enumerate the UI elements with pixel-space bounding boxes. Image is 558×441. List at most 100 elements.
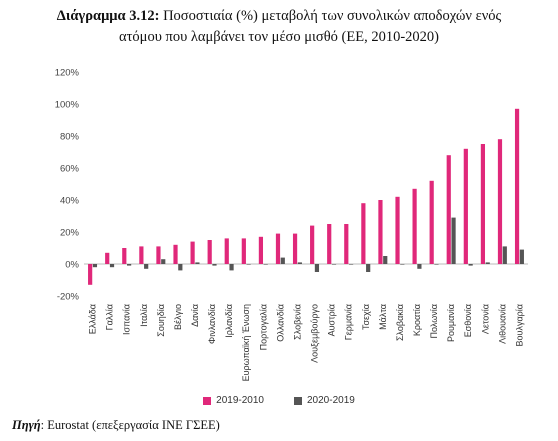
bar-2020-2019	[109, 264, 115, 268]
bar-chart: -20% 0% 20% 40% 60% 80% 100% 120% Ελλάδα Γαλλία Ισ…	[55, 68, 528, 381]
bar-2020-2019	[126, 264, 132, 266]
bar-2020-2019	[144, 264, 149, 269]
legend-label-series-1: 2019-2010	[216, 395, 264, 406]
x-category-label: Βέλγιο	[173, 304, 183, 330]
y-tick-label: 100%	[55, 100, 80, 111]
bar-2019-2010	[361, 203, 366, 264]
bar-2019-2010	[292, 233, 298, 264]
bar-2020-2019	[502, 246, 507, 264]
bar-2019-2010	[429, 180, 434, 264]
bar-2020-2019	[383, 256, 388, 264]
x-category-label: Λιθουανία	[497, 304, 507, 344]
bar-2019-2010	[122, 248, 127, 264]
y-tick-label: 20%	[60, 228, 80, 239]
bar-2020-2019	[417, 264, 422, 269]
title-line-2: ατόμου που λαμβάνει τον μέσο μισθό (ΕΕ, …	[119, 29, 439, 45]
bar-2019-2010	[156, 246, 161, 264]
x-category-label: Λουξεμβούργο	[310, 304, 320, 363]
bar-2020-2019	[366, 264, 371, 272]
legend-item-series-2: 2020-2019	[294, 395, 355, 406]
bar-2019-2010	[327, 224, 332, 264]
bar-2019-2010	[514, 108, 520, 264]
bar-2020-2019	[451, 217, 456, 264]
bar-2020-2019	[263, 264, 268, 265]
chart-title: Διάγραμμα 3.12: Ποσοστιαία (%) μεταβολή …	[0, 6, 558, 48]
bar-2020-2019	[92, 264, 98, 268]
x-category-label: Μάλτα	[378, 304, 388, 330]
bar-2019-2010	[463, 148, 468, 264]
bar-2020-2019	[195, 262, 200, 264]
x-category-label: Σλοβενία	[292, 304, 302, 340]
title-line-1: Ποσοστιαία (%) μεταβολή των συνολικών απ…	[163, 8, 502, 24]
bar-2020-2019	[331, 264, 337, 265]
x-category-label: Γερμανία	[344, 304, 354, 340]
bar-2020-2019	[434, 264, 439, 265]
bar-2020-2019	[280, 257, 285, 264]
bar-2020-2019	[485, 262, 490, 264]
y-tick-label: 0%	[65, 260, 79, 271]
bar-2019-2010	[412, 188, 417, 264]
bar-2020-2019	[246, 264, 251, 265]
bar-2020-2019	[468, 264, 473, 266]
source-note: Πηγή: Eurostat (επεξεργασία ΙΝΕ ΓΣΕΕ)	[12, 418, 220, 433]
bar-2020-2019	[314, 264, 320, 272]
x-category-label: Ελλάδα	[88, 304, 98, 334]
x-category-label: Ισπανία	[122, 304, 132, 335]
x-category-label: Δανία	[190, 304, 200, 327]
x-category-label: Ιρλανδία	[224, 304, 234, 338]
bar-2019-2010	[395, 196, 400, 264]
legend-swatch-series-2	[294, 396, 302, 405]
x-category-label: Ρουμανία	[446, 304, 456, 342]
bar-2019-2010	[190, 241, 195, 264]
x-category-label: Αυστρία	[327, 304, 337, 336]
x-category-label: Σλοβακία	[395, 304, 405, 341]
bar-2019-2010	[378, 200, 383, 264]
bar-2019-2010	[207, 240, 212, 264]
bar-2019-2010	[497, 139, 503, 264]
bar-2019-2010	[480, 144, 486, 264]
source-label: Πηγή	[12, 418, 41, 432]
bar-2019-2010	[446, 155, 451, 264]
x-category-label: Ιταλία	[139, 304, 149, 327]
source-text: : Eurostat (επεξεργασία ΙΝΕ ΓΣΕΕ)	[40, 418, 220, 432]
x-category-label: Ευρωπαϊκή Ένωση	[241, 304, 251, 381]
bar-2020-2019	[519, 249, 524, 264]
x-category-label: Ολλανδία	[275, 304, 285, 342]
y-tick-label: -20%	[57, 292, 80, 303]
x-category-label: Γαλλία	[105, 304, 115, 330]
x-category-label: Βουλγαρία	[514, 304, 524, 346]
bar-2019-2010	[173, 244, 178, 264]
bar-2019-2010	[88, 264, 93, 285]
bar-2019-2010	[344, 224, 349, 264]
bar-2020-2019	[297, 262, 302, 264]
bar-2019-2010	[275, 233, 281, 264]
y-tick-label: 40%	[60, 196, 80, 207]
bar-2020-2019	[178, 264, 183, 271]
bar-2019-2010	[258, 236, 264, 264]
bar-2020-2019	[161, 259, 166, 264]
legend: 2019-2010 2020-2019	[0, 395, 558, 406]
bar-2019-2010	[139, 246, 144, 264]
x-category-label: Σουηδία	[156, 304, 166, 337]
bar-2019-2010	[241, 238, 246, 264]
x-category-label: Πορτογαλία	[258, 304, 268, 350]
x-category-label: Εσθονία	[463, 304, 473, 337]
legend-swatch-series-1	[203, 396, 212, 405]
x-category-label: Τσεχία	[361, 304, 371, 330]
legend-item-series-1: 2019-2010	[203, 395, 264, 406]
legend-label-series-2: 2020-2019	[307, 395, 355, 406]
x-category-label: Κροατία	[412, 304, 422, 336]
bar-2019-2010	[310, 225, 315, 264]
y-tick-label: 120%	[55, 68, 80, 79]
bar-2020-2019	[400, 264, 405, 265]
bar-2019-2010	[105, 252, 110, 264]
bar-2020-2019	[212, 264, 217, 266]
x-category-label: Πολωνία	[429, 304, 439, 338]
y-tick-label: 60%	[60, 164, 80, 175]
x-category-label: Φινλανδία	[207, 304, 217, 344]
bar-2020-2019	[229, 264, 234, 271]
bar-2019-2010	[224, 238, 229, 264]
bar-2020-2019	[348, 264, 354, 265]
title-lead: Διάγραμμα 3.12:	[56, 8, 160, 24]
y-tick-label: 80%	[60, 132, 80, 143]
